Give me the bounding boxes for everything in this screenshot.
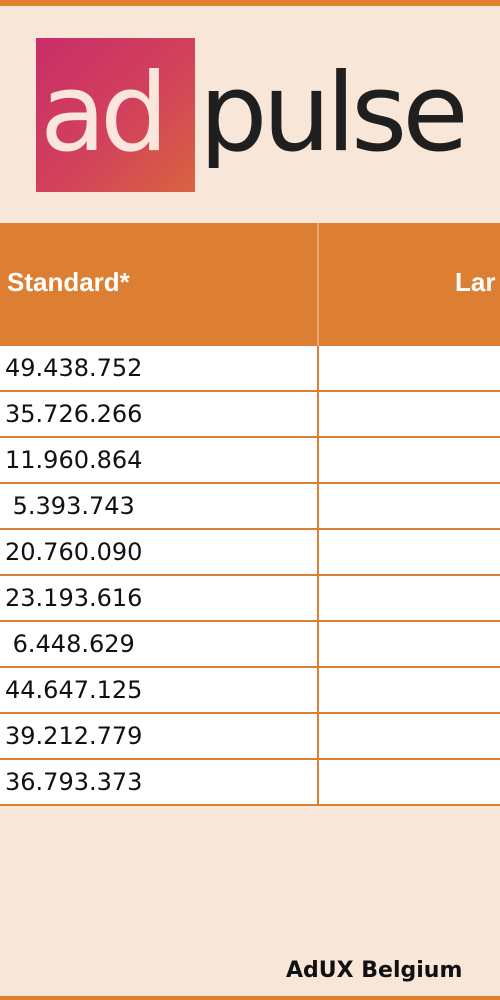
standard-value: 11.960.864 bbox=[5, 446, 143, 474]
table-row: 20.760.090 bbox=[0, 530, 500, 576]
standard-value: 49.438.752 bbox=[5, 354, 143, 382]
footer-source-text: AdUX Belgium bbox=[286, 958, 463, 983]
table-row: 11.960.864 bbox=[0, 438, 500, 484]
column-header-large: Lar bbox=[455, 267, 496, 297]
top-accent-line bbox=[0, 0, 500, 6]
standard-value: 6.448.629 bbox=[5, 630, 135, 658]
column-header-standard: Standard* bbox=[7, 267, 130, 297]
table-row: 6.448.629 bbox=[0, 622, 500, 668]
table-row: 44.647.125 bbox=[0, 668, 500, 714]
standard-value: 23.193.616 bbox=[5, 584, 143, 612]
logo-text-pulse: pulse bbox=[199, 60, 469, 168]
standard-value: 36.793.373 bbox=[5, 768, 143, 796]
bottom-accent-line bbox=[0, 996, 500, 1000]
standard-value: 35.726.266 bbox=[5, 400, 143, 428]
logo-text-ad: ad bbox=[40, 51, 169, 176]
logo-gradient-box bbox=[36, 38, 195, 192]
data-table: 49.438.752 35.726.266 11.960.864 5.393.7… bbox=[0, 346, 500, 806]
table-row: 39.212.779 bbox=[0, 714, 500, 760]
table-header: Standard* Lar bbox=[0, 223, 500, 346]
standard-value: 5.393.743 bbox=[5, 492, 135, 520]
header-divider bbox=[317, 223, 319, 346]
table-row: 23.193.616 bbox=[0, 576, 500, 622]
table-row: 36.793.373 bbox=[0, 760, 500, 806]
standard-value: 44.647.125 bbox=[5, 676, 143, 704]
standard-value: 39.212.779 bbox=[5, 722, 143, 750]
table-row: 49.438.752 bbox=[0, 346, 500, 392]
standard-value: 20.760.090 bbox=[5, 538, 143, 566]
table-row: 35.726.266 bbox=[0, 392, 500, 438]
table-row: 5.393.743 bbox=[0, 484, 500, 530]
